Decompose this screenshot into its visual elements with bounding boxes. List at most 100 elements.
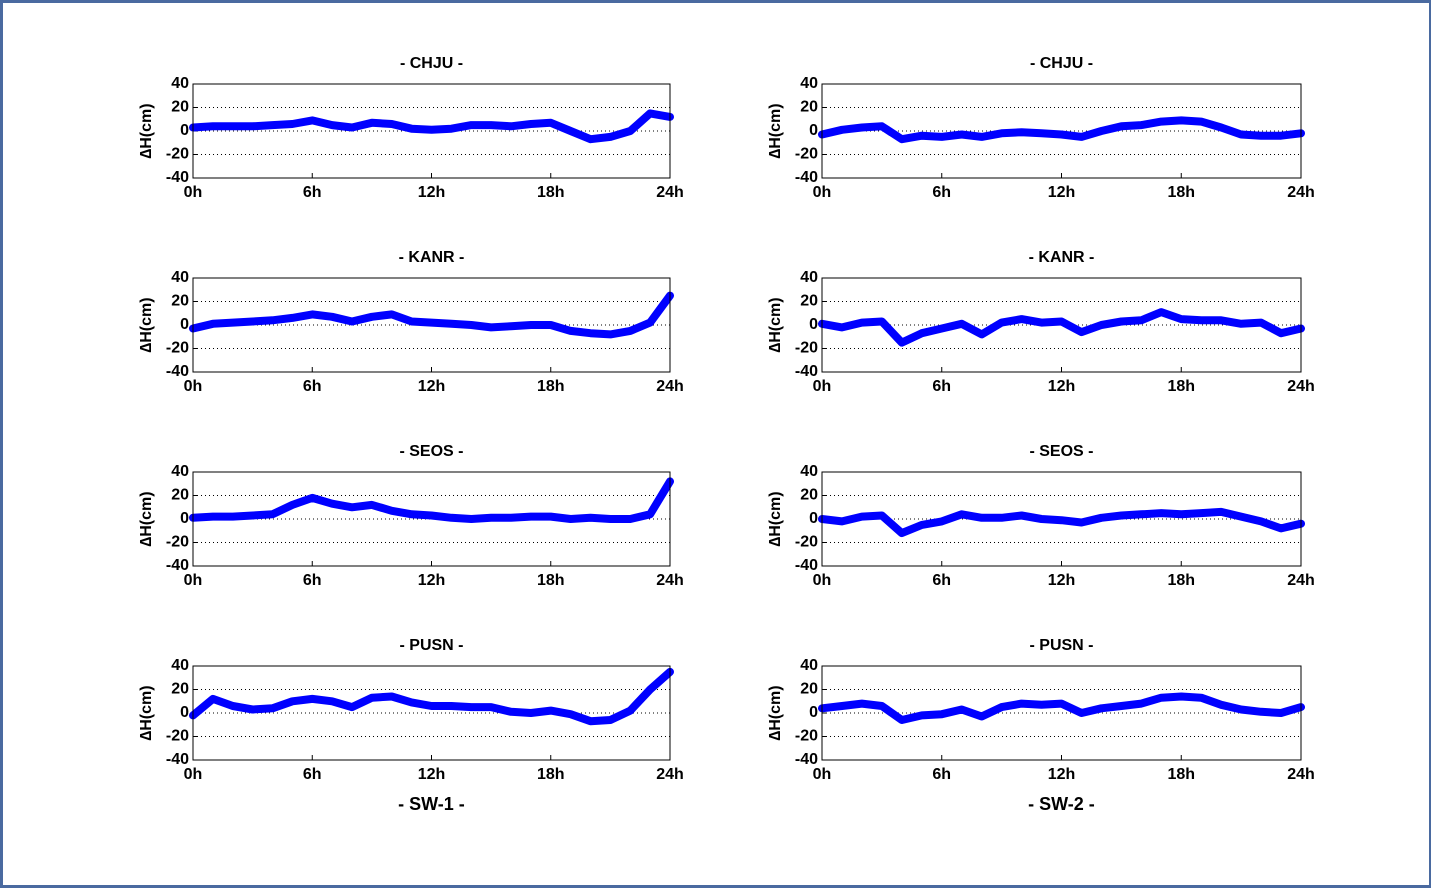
subplot: - CHJU - ∆H(cm) -40 -20 0 20 40 0h 6h 12h 18h 24h [767,55,1315,201]
y-tick-label: 0 [809,122,818,139]
y-axis-label: ∆H(cm) [138,491,155,546]
y-tick-label: 20 [171,99,189,116]
x-tick-label: 0h [184,378,203,395]
y-tick-label: 40 [800,463,818,480]
y-tick-label: -40 [795,169,818,186]
subplot-title: - CHJU - [400,55,463,72]
y-tick-label: 0 [180,704,189,721]
x-tick-label: 0h [184,766,203,783]
y-axis-label: ∆H(cm) [138,297,155,352]
x-axis-label: - SW-1 - [398,794,465,814]
x-tick-label: 6h [303,378,322,395]
x-tick-label: 18h [1167,572,1195,589]
plot-frame [821,665,1302,761]
x-tick-label: 6h [932,572,951,589]
subplot: - CHJU - ∆H(cm) -40 -20 0 20 40 0h 6h 12h 18h 24h [138,55,684,201]
subplot: - SEOS - ∆H(cm) -40 -20 0 20 40 0h 6h 12h 18h 24h [767,443,1315,589]
data-line [189,109,674,144]
plot-frame [821,83,1302,179]
y-tick-label: 20 [800,681,818,698]
subplot: - KANR - ∆H(cm) -40 -20 0 20 40 0h 6h 12h 18h 24h [767,249,1315,395]
y-tick-label: -20 [795,728,818,745]
y-tick-label: 40 [800,75,818,92]
x-axis-label: - SW-2 - [1028,794,1095,814]
data-line [818,507,1305,538]
y-tick-label: 20 [171,681,189,698]
y-axis-label: ∆H(cm) [138,103,155,158]
y-axis-label: ∆H(cm) [138,685,155,740]
y-tick-label: -40 [795,557,818,574]
x-tick-label: 6h [932,378,951,395]
x-tick-label: 0h [184,572,203,589]
plot-area [822,666,1301,760]
data-line [189,291,674,339]
y-axis-label: ∆H(cm) [767,685,784,740]
subplot-title: - PUSN - [400,637,464,654]
x-tick-label: 0h [813,766,832,783]
y-tick-label: 40 [171,657,189,674]
subplot-title: - CHJU - [1030,55,1093,72]
x-tick-label: 12h [1048,766,1076,783]
subplot: - PUSN - ∆H(cm) - SW-2 - -40 -20 0 20 40 0h 6h 12h… [767,637,1315,814]
figure: - CHJU - ∆H(cm) -40 -20 0 20 40 0h 6h 12h 18h 24h - … [138,55,1315,814]
x-tick-label: 0h [813,572,832,589]
x-tick-label: 24h [656,572,684,589]
y-tick-label: 40 [171,75,189,92]
subplot: - SEOS - ∆H(cm) -40 -20 0 20 40 0h 6h 12h 18h 24h [138,443,684,589]
plot-frame [192,471,671,567]
y-tick-label: 20 [800,293,818,310]
subplot-title: - KANR - [1029,249,1095,266]
y-tick-label: 20 [800,99,818,116]
y-tick-label: -40 [166,363,189,380]
y-tick-label: -40 [166,169,189,186]
y-axis-label: ∆H(cm) [767,297,784,352]
y-tick-label: -40 [795,363,818,380]
x-tick-label: 12h [1048,572,1076,589]
y-tick-label: 40 [171,463,189,480]
data-line [818,116,1305,144]
data-line [189,667,674,726]
x-tick-label: 0h [813,378,832,395]
x-tick-label: 12h [418,378,446,395]
x-tick-label: 6h [303,184,322,201]
y-tick-label: -20 [166,728,189,745]
plot-frame [821,277,1302,373]
x-tick-label: 24h [1287,184,1315,201]
x-tick-label: 6h [932,766,951,783]
y-tick-label: -20 [795,146,818,163]
x-tick-label: 18h [537,378,565,395]
x-tick-label: 24h [656,378,684,395]
data-line [189,477,674,523]
x-tick-label: 6h [303,766,322,783]
x-tick-label: 18h [537,766,565,783]
plot-frame [821,471,1302,567]
x-tick-label: 12h [418,184,446,201]
x-tick-label: 0h [813,184,832,201]
subplot: - PUSN - ∆H(cm) - SW-1 - -40 -20 0 20 40 0h 6h 12h… [138,637,684,814]
subplot-title: - PUSN - [1030,637,1094,654]
y-tick-label: 40 [800,657,818,674]
y-tick-label: -40 [166,557,189,574]
x-tick-label: 18h [1167,766,1195,783]
y-tick-label: 20 [800,487,818,504]
y-tick-label: 20 [171,487,189,504]
y-axis-label: ∆H(cm) [767,491,784,546]
y-tick-label: 0 [180,510,189,527]
y-tick-label: -20 [795,534,818,551]
x-tick-label: 18h [537,572,565,589]
subplot-title: - SEOS - [399,443,463,460]
y-tick-label: 0 [180,316,189,333]
data-line [818,308,1305,347]
y-tick-label: 0 [180,122,189,139]
y-axis-label: ∆H(cm) [767,103,784,158]
y-tick-label: -40 [166,751,189,768]
plot-frame [192,665,671,761]
x-tick-label: 24h [656,184,684,201]
x-tick-label: 12h [418,766,446,783]
y-tick-label: -20 [795,340,818,357]
x-tick-label: 6h [932,184,951,201]
y-tick-label: -20 [166,146,189,163]
x-tick-label: 0h [184,184,203,201]
y-tick-label: 0 [809,510,818,527]
